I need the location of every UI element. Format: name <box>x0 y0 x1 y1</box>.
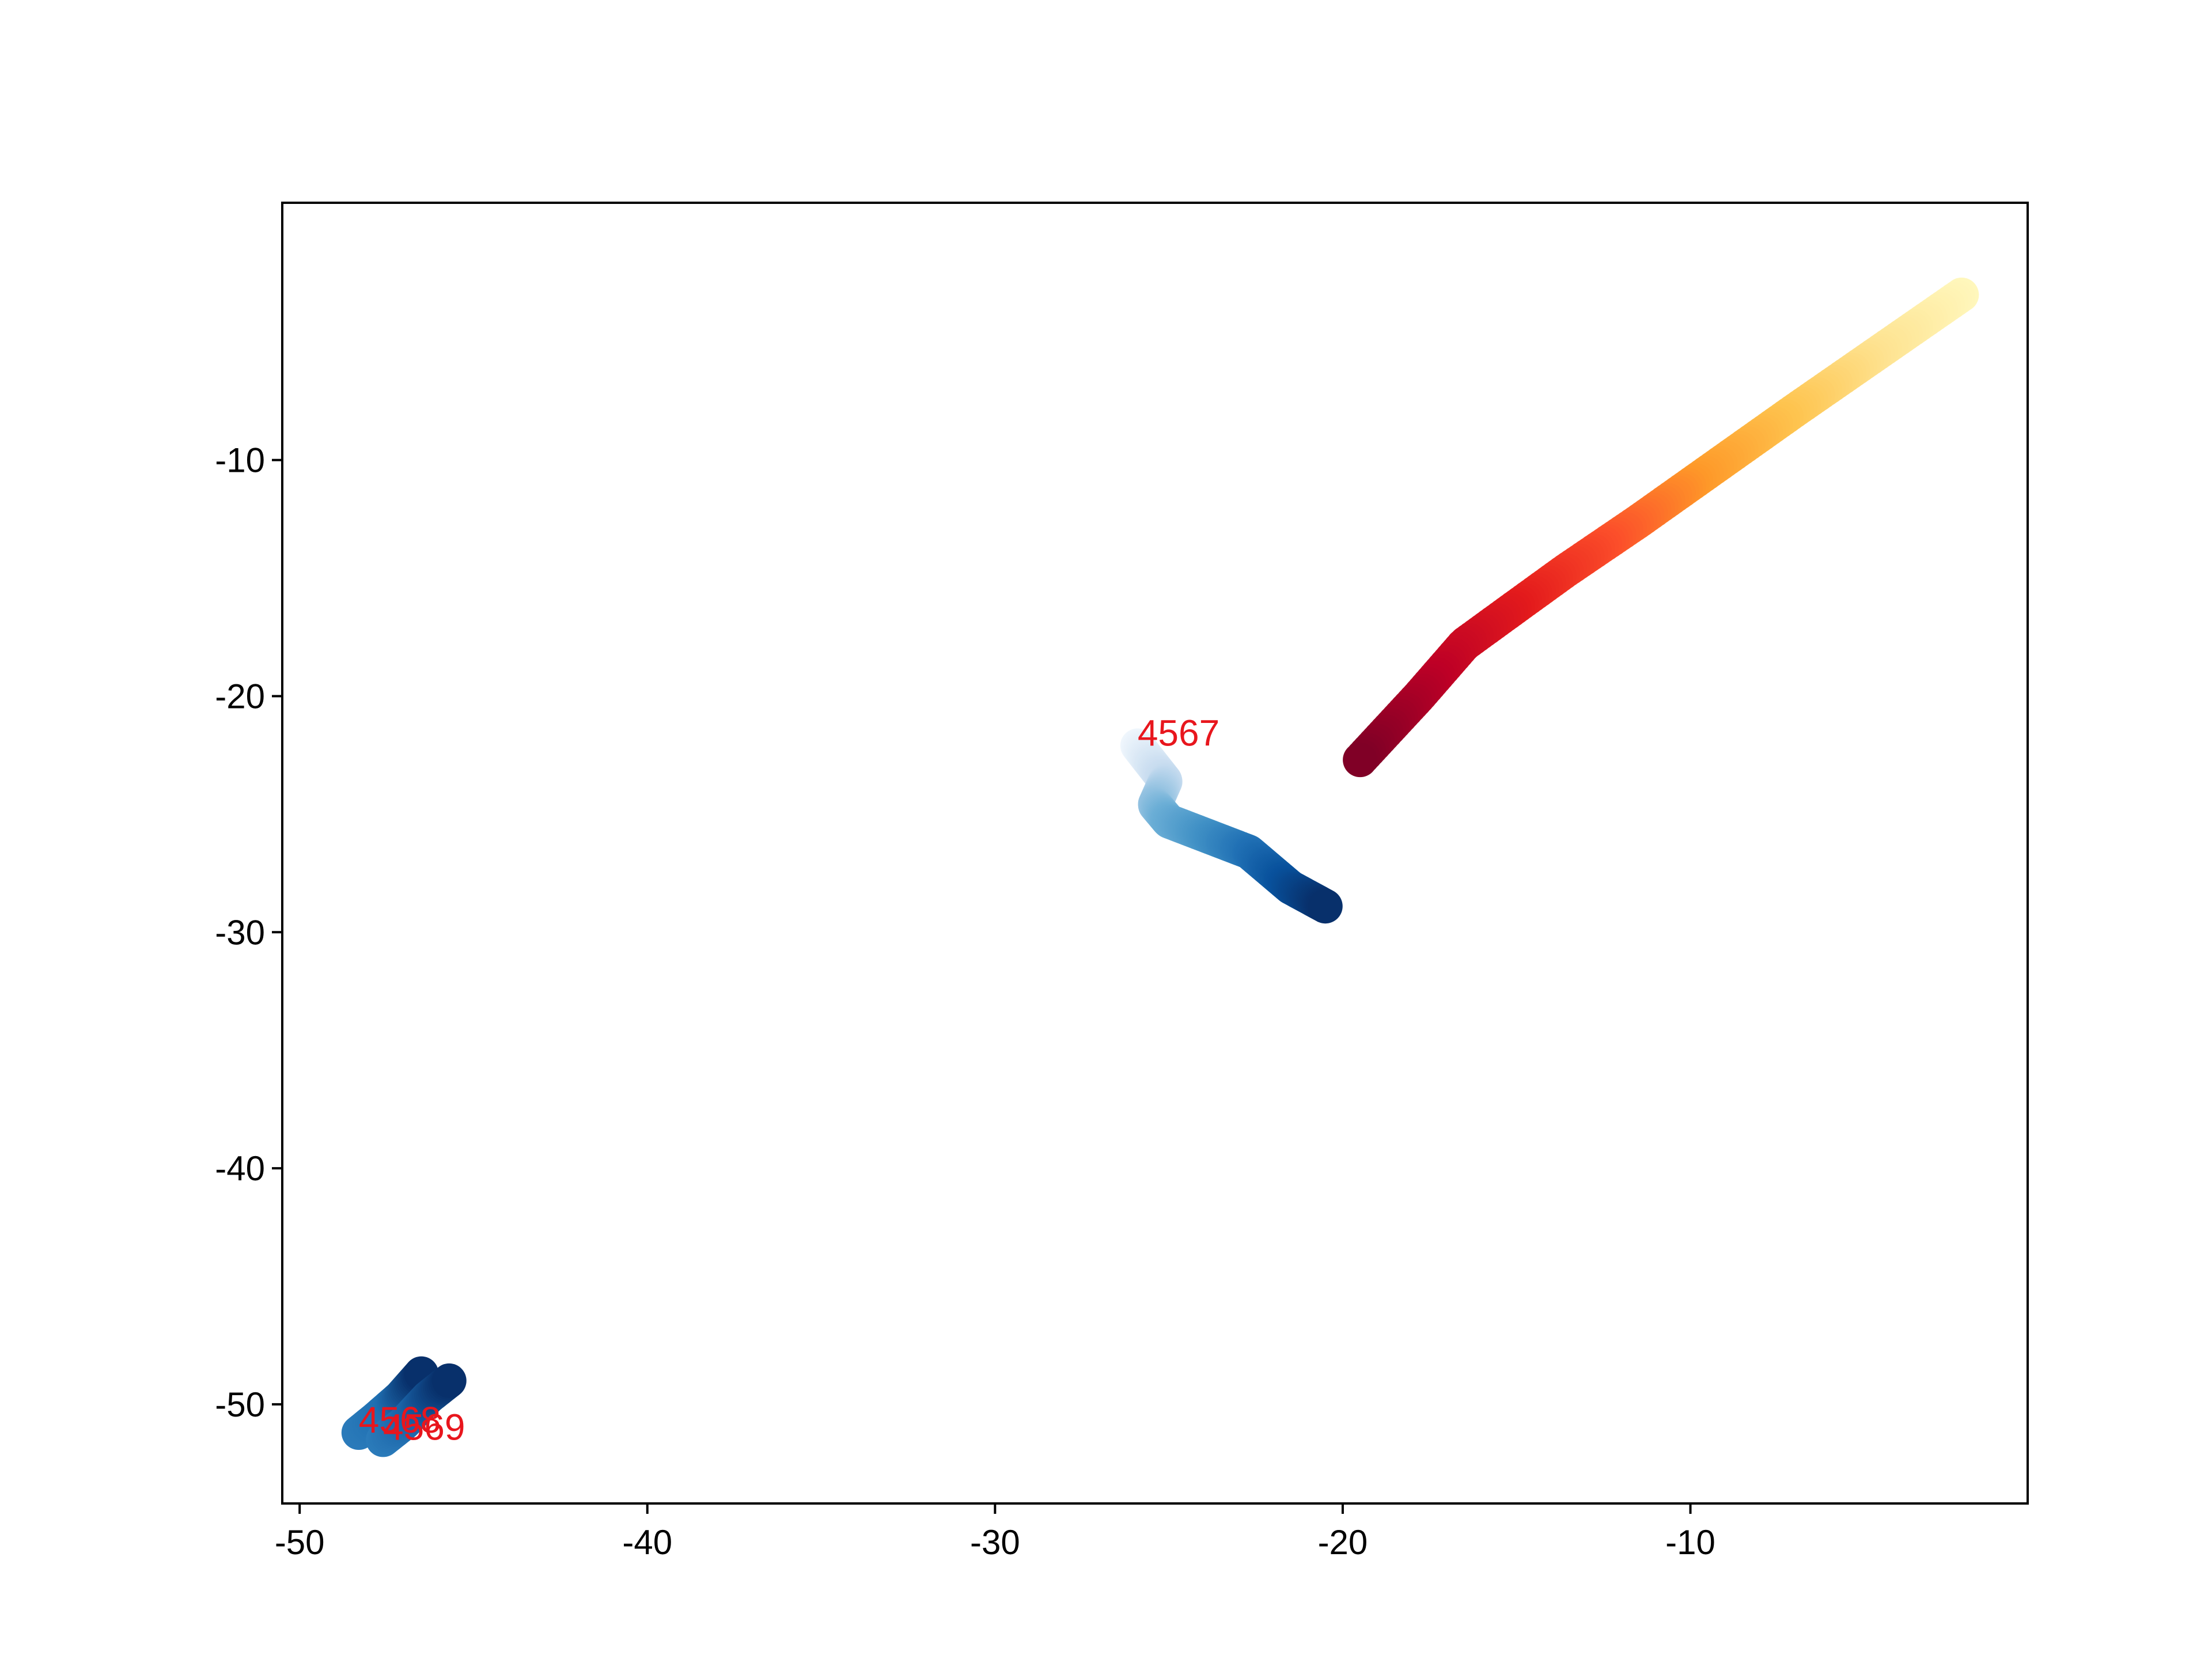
x-tick-label: -30 <box>970 1523 1020 1562</box>
annotation-4567: 4567 <box>1138 713 1219 754</box>
series-4568 <box>341 1356 439 1450</box>
y-tick-label: -10 <box>215 441 265 480</box>
series-4569 <box>366 1363 467 1457</box>
x-tick-label: -10 <box>1665 1523 1715 1562</box>
plot-frame <box>281 202 2029 1505</box>
series-4567 <box>1120 728 1343 924</box>
series-4566 <box>1343 277 1979 778</box>
y-tick-label: -50 <box>215 1385 265 1424</box>
x-tick-label: -50 <box>275 1523 325 1562</box>
x-tick-label: -40 <box>622 1523 672 1562</box>
y-axis: -10 -20 -30 -40 -50 <box>215 441 282 1424</box>
chart-marks <box>341 277 1979 1457</box>
data-point-4569 <box>431 1363 467 1398</box>
annotation-4569: 4569 <box>383 1406 465 1448</box>
x-tick-label: -20 <box>1318 1523 1368 1562</box>
y-tick-label: -20 <box>215 677 265 715</box>
data-point-4567 <box>1308 889 1343 924</box>
y-tick-label: -40 <box>215 1149 265 1188</box>
data-point-4566 <box>1343 743 1378 778</box>
annotation-4568: 4568 <box>359 1399 441 1441</box>
y-tick-label: -30 <box>215 913 265 952</box>
x-axis: -50 -40 -30 -20 -10 <box>275 1503 1715 1562</box>
